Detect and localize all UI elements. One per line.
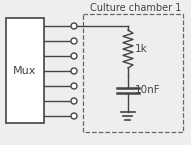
- Circle shape: [71, 83, 77, 89]
- Circle shape: [71, 23, 77, 29]
- Circle shape: [71, 68, 77, 74]
- Text: 1k: 1k: [135, 44, 148, 54]
- Text: Mux: Mux: [13, 66, 37, 76]
- Circle shape: [71, 98, 77, 104]
- Text: Culture chamber 1: Culture chamber 1: [90, 3, 181, 13]
- Bar: [6, 18, 44, 123]
- Circle shape: [71, 113, 77, 119]
- Circle shape: [71, 53, 77, 59]
- Circle shape: [71, 38, 77, 44]
- Text: 10nF: 10nF: [135, 85, 161, 95]
- Bar: [83, 14, 183, 132]
